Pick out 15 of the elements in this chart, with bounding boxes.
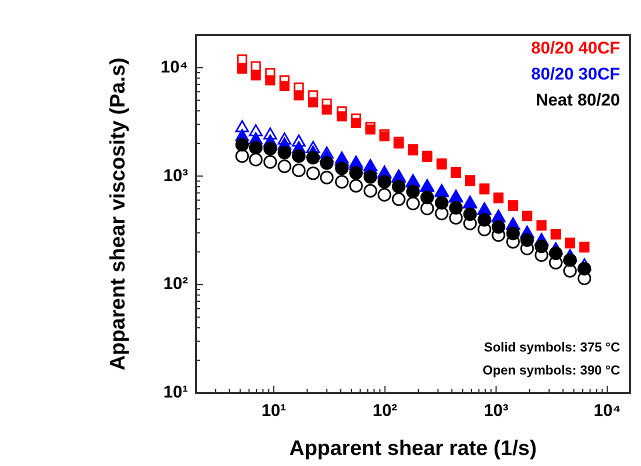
y-tick-label: 10²: [163, 274, 188, 294]
y-tick-label: 10¹: [163, 382, 188, 402]
text: 80/20 30CF: [531, 64, 620, 84]
annotation: Open symbols: 390 °C: [482, 362, 621, 378]
text: Neat 80/20: [536, 90, 620, 110]
x-tick-label: 10⁴: [594, 400, 621, 420]
x-tick-label: 10³: [484, 400, 509, 420]
y-tick-label: 10³: [163, 166, 188, 185]
y-tick-label: 10⁴: [160, 57, 188, 76]
text: 80/20 40CF: [531, 38, 620, 58]
annotation: Solid symbols: 375 °C: [484, 340, 621, 355]
x-axis-title: Apparent shear rate (1/s): [289, 437, 537, 460]
x-tick-label: 10²: [372, 400, 398, 420]
x-tick-label: 10¹: [261, 400, 286, 420]
y-axis-title: Apparent shear viscosity (Pa.s): [106, 58, 130, 370]
